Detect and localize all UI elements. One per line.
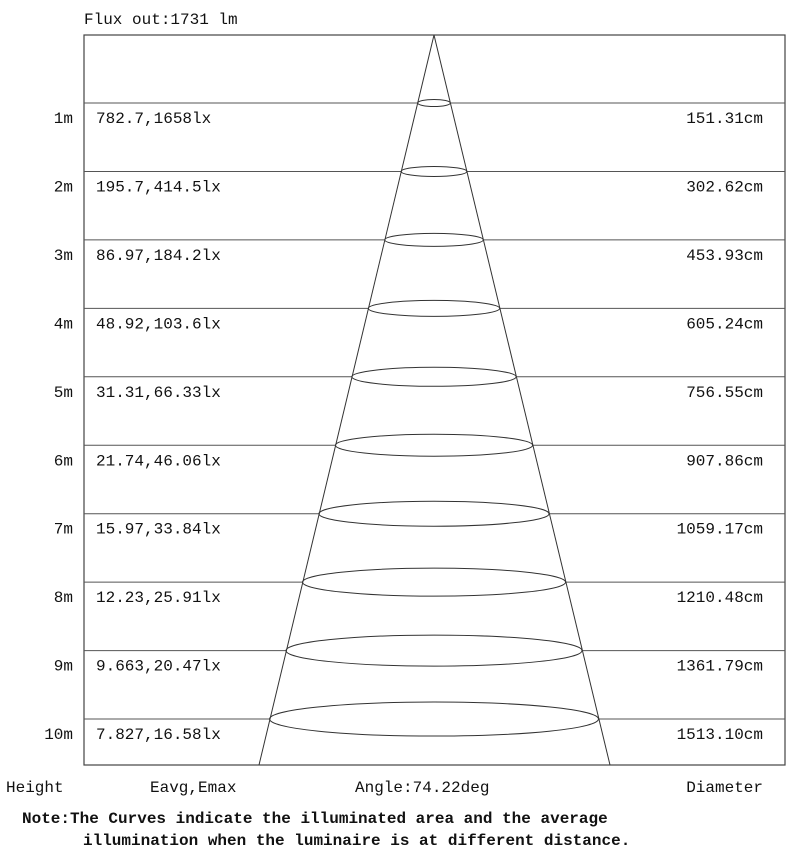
illuminated-area-ellipse <box>318 500 550 527</box>
illuminated-area-ellipse <box>334 433 534 457</box>
beam-angle-label: Angle:74.22deg <box>355 779 489 797</box>
row-illuminance: 86.97,184.2lx <box>96 247 221 265</box>
row-diameter: 302.62cm <box>686 178 763 196</box>
row-illuminance: 7.827,16.58lx <box>96 726 221 744</box>
row-illuminance: 15.97,33.84lx <box>96 521 221 539</box>
flux-label: Flux out:1731 lm <box>84 11 238 29</box>
row-diameter: 151.31cm <box>686 110 763 128</box>
row-diameter: 1059.17cm <box>677 521 763 539</box>
row-height: 6m <box>54 452 73 470</box>
illuminance-column-label: Eavg,Emax <box>150 779 236 797</box>
illuminated-area-ellipse <box>301 567 567 597</box>
row-height: 5m <box>54 384 73 402</box>
illuminated-area-ellipse <box>367 299 501 317</box>
row-illuminance: 9.663,20.47lx <box>96 658 221 676</box>
cone-right-edge <box>433 34 611 766</box>
row-height: 4m <box>54 315 73 333</box>
illuminated-area-ellipse <box>384 232 484 247</box>
row-height: 2m <box>54 178 73 196</box>
row-height: 1m <box>54 110 73 128</box>
row-diameter: 756.55cm <box>686 384 763 402</box>
height-column-label: Height <box>6 779 64 797</box>
illuminated-area-ellipse <box>417 99 451 107</box>
row-height: 7m <box>54 521 73 539</box>
row-diameter: 907.86cm <box>686 452 763 470</box>
illuminated-area-ellipse <box>269 701 599 737</box>
row-illuminance: 48.92,103.6lx <box>96 315 221 333</box>
row-illuminance: 782.7,1658lx <box>96 110 211 128</box>
row-diameter: 1361.79cm <box>677 658 763 676</box>
cone-left-edge <box>258 34 435 766</box>
row-diameter: 1513.10cm <box>677 726 763 744</box>
row-height: 10m <box>44 726 73 744</box>
illuminated-area-ellipse <box>351 366 517 387</box>
row-illuminance: 195.7,414.5lx <box>96 178 221 196</box>
row-diameter: 453.93cm <box>686 247 763 265</box>
note-line-1: Note:The Curves indicate the illuminated… <box>22 810 608 828</box>
note-line-2: illumination when the luminaire is at di… <box>83 832 630 850</box>
row-illuminance: 12.23,25.91lx <box>96 589 221 607</box>
row-illuminance: 21.74,46.06lx <box>96 452 221 470</box>
row-illuminance: 31.31,66.33lx <box>96 384 221 402</box>
diameter-column-label: Diameter <box>686 779 763 797</box>
row-diameter: 605.24cm <box>686 315 763 333</box>
row-height: 9m <box>54 658 73 676</box>
row-diameter: 1210.48cm <box>677 589 763 607</box>
illuminated-area-ellipse <box>285 634 583 667</box>
row-height: 8m <box>54 589 73 607</box>
row-height: 3m <box>54 247 73 265</box>
illuminated-area-ellipse <box>400 165 468 177</box>
